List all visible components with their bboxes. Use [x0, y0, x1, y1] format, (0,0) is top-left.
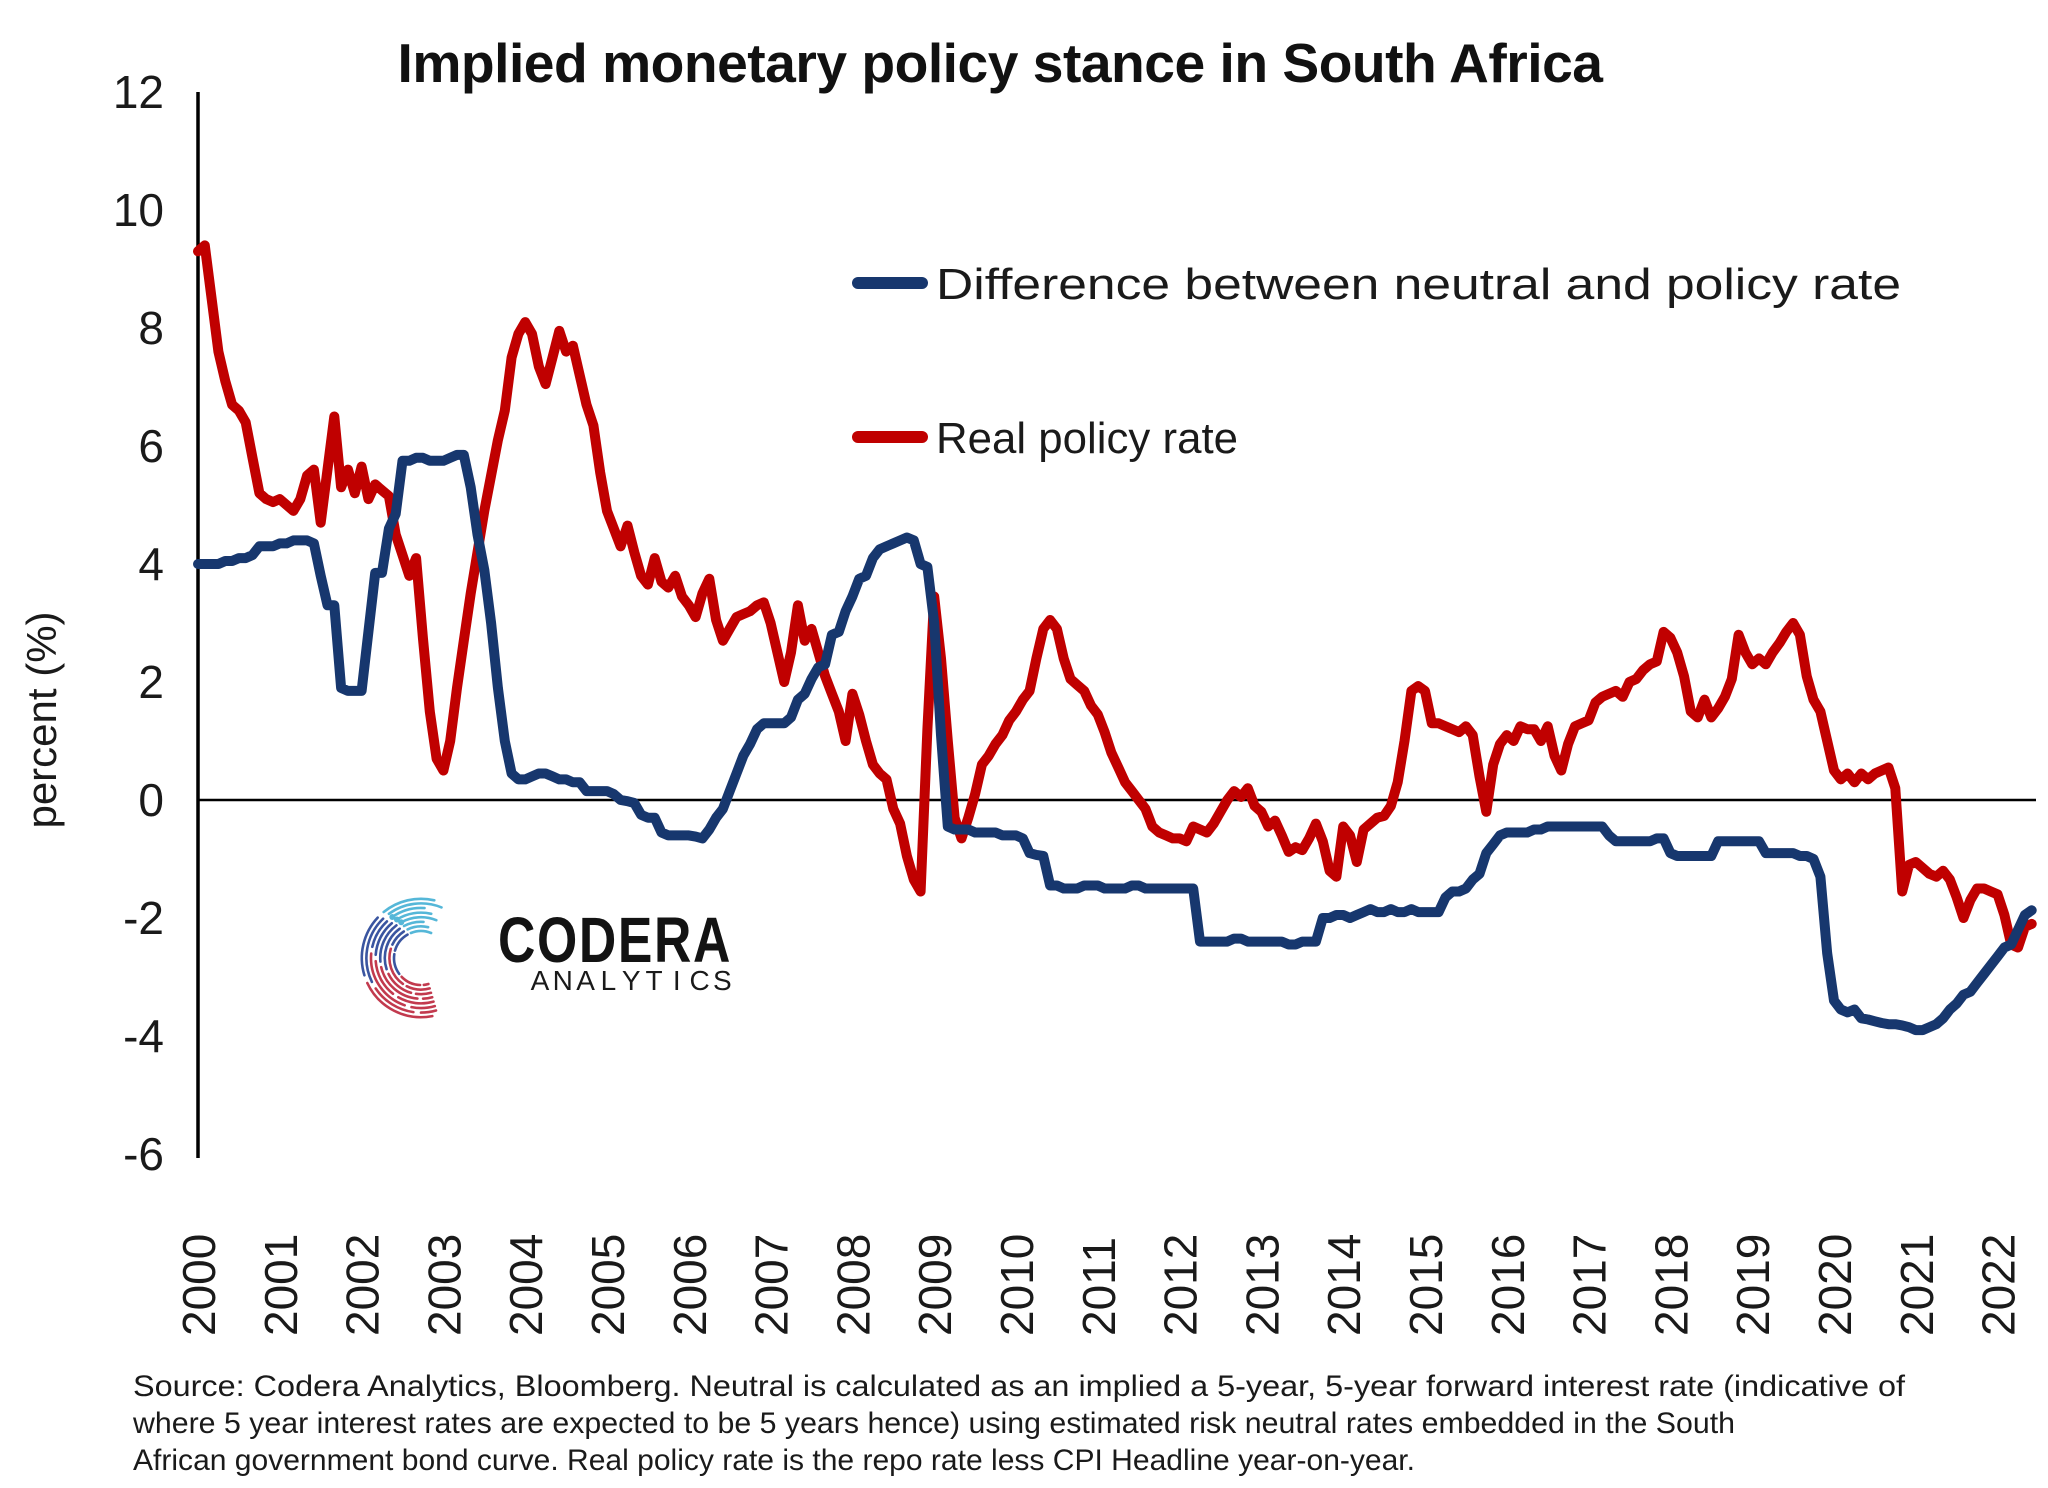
logo-arc [410, 1004, 437, 1010]
x-year-label: 2010 [991, 1234, 1043, 1336]
codera-logo-analytics-letter: A [531, 965, 550, 996]
source-line-2: where 5 year interest rates are expected… [132, 1407, 1735, 1440]
x-year-label: 2017 [1564, 1234, 1616, 1336]
codera-logo-analytics-letter: S [713, 965, 732, 996]
x-year-label: 2009 [909, 1234, 961, 1336]
logo-arc [383, 927, 401, 971]
x-year-label: 2012 [1155, 1234, 1207, 1336]
logo-arc [400, 975, 422, 987]
real-policy-rate-line [193, 240, 2037, 953]
codera-logo-analytics-letter: L [601, 965, 617, 996]
logo-arc [393, 933, 409, 952]
logo-arc [387, 972, 413, 995]
y-tick-label: 0 [138, 774, 164, 826]
logo-arc [382, 897, 436, 914]
x-year-label: 2003 [418, 1234, 470, 1336]
logo-arc [414, 991, 433, 996]
source-note: Source: Codera Analytics, Bloomberg. Neu… [132, 1370, 1906, 1477]
legend: Difference between neutral and policy ra… [852, 260, 1901, 463]
y-tick-label: -6 [123, 1128, 164, 1180]
series-lines [193, 240, 2037, 1036]
y-tick-label: 12 [113, 66, 164, 118]
x-year-label: 2015 [1400, 1234, 1452, 1336]
logo-arc [371, 920, 389, 949]
difference-line [193, 449, 2037, 1036]
logo-arc-dot [393, 916, 400, 923]
x-year-label: 2002 [337, 1234, 389, 1336]
x-year-label: 2004 [500, 1234, 552, 1336]
logo-arc [421, 995, 434, 1000]
y-axis-label: percent (%) [18, 611, 65, 828]
codera-logo-analytics-letter: A [576, 965, 595, 996]
y-tick-label: -4 [123, 1010, 164, 1062]
x-year-label: 2005 [582, 1234, 634, 1336]
logo-arc [391, 930, 406, 946]
logo-arc [397, 996, 435, 1005]
codera-logo-analytics-letter: C [689, 965, 709, 996]
chart-title: Implied monetary policy stance in South … [398, 32, 1604, 94]
x-year-label: 2022 [1973, 1234, 2025, 1336]
x-year-label: 2018 [1645, 1234, 1697, 1336]
x-year-label: 2020 [1809, 1234, 1861, 1336]
x-year-labels: 2000 2001 2002 2003 2004 2005 2006 2007 2008 2009… [173, 1234, 2025, 1336]
x-year-label: 2001 [255, 1234, 307, 1336]
logo-arc [392, 952, 401, 976]
codera-logo-name: CODERA [498, 904, 732, 976]
logo-arc [419, 1009, 438, 1014]
legend-label-difference: Difference between neutral and policy ra… [936, 260, 1901, 309]
codera-logo-analytics-letter: I [673, 965, 681, 996]
y-tick-labels: 12 10 8 6 4 2 0 -2 -4 -6 [113, 66, 164, 1180]
y-tick-label: -2 [123, 892, 164, 944]
logo-arc [405, 984, 431, 991]
x-year-label: 2021 [1891, 1234, 1943, 1336]
logo-arc [406, 925, 430, 931]
y-tick-label: 2 [138, 656, 164, 708]
logo-arc [388, 947, 405, 986]
y-tick-label: 4 [138, 538, 164, 590]
x-year-label: 2016 [1482, 1234, 1534, 1336]
source-line-3: African government bond curve. Real poli… [133, 1444, 1415, 1477]
logo-arc [374, 959, 395, 996]
legend-swatch-difference [852, 277, 928, 289]
codera-logo-analytics-letter: Y [622, 965, 641, 996]
logo-arc [387, 902, 443, 916]
codera-logo-analytics-letter: T [645, 965, 662, 996]
logo-arc [374, 987, 415, 1014]
codera-logo-analytics-letter: N [553, 965, 573, 996]
source-line-1: Source: Codera Analytics, Bloomberg. Neu… [133, 1370, 1906, 1403]
x-year-label: 2011 [1073, 1237, 1125, 1336]
x-year-label: 2007 [746, 1234, 798, 1336]
y-tick-label: 8 [138, 302, 164, 354]
x-year-label: 2008 [827, 1234, 879, 1336]
logo-arc-dot [389, 914, 396, 920]
logo-arc [379, 965, 419, 1000]
logo-arc [369, 952, 406, 1007]
logo-arc [366, 981, 434, 1019]
logo-arc-dot [398, 919, 405, 926]
logo-arc [422, 982, 430, 987]
logo-arc [378, 924, 398, 963]
x-year-label: 2014 [1318, 1234, 1370, 1336]
legend-swatch-real-policy-rate [852, 431, 928, 443]
x-year-label: 2000 [173, 1234, 225, 1336]
legend-label-real-policy-rate: Real policy rate [936, 414, 1238, 463]
logo-arc [374, 921, 394, 957]
logo-arc [360, 916, 379, 977]
x-year-label: 2019 [1727, 1234, 1779, 1336]
logo-arc [409, 929, 433, 935]
y-tick-label: 6 [138, 420, 164, 472]
logo-arc [365, 917, 385, 984]
x-year-label: 2006 [664, 1234, 716, 1336]
logo-arc [402, 920, 425, 928]
codera-logo-mark-icon [360, 897, 443, 1019]
y-tick-label: 10 [113, 184, 164, 236]
x-year-label: 2013 [1236, 1234, 1288, 1336]
